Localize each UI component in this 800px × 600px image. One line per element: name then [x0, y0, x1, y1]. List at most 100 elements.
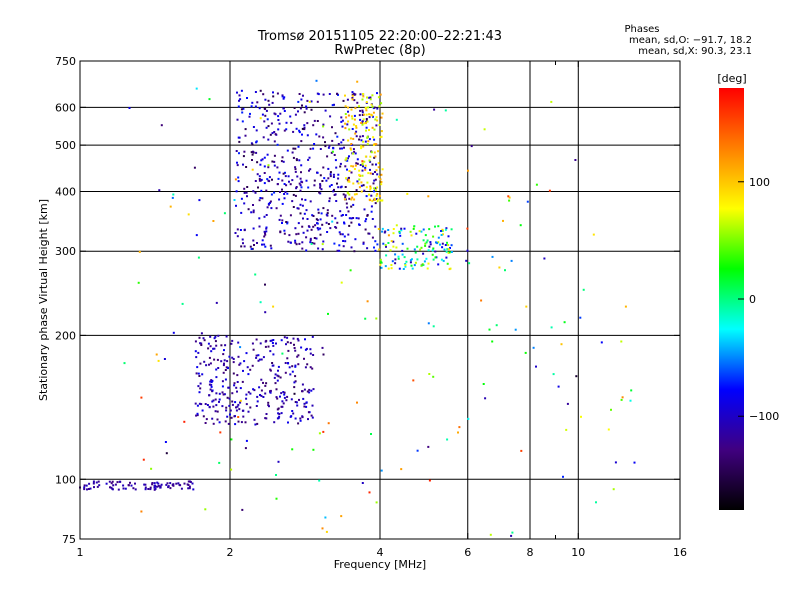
data-point [236, 405, 239, 408]
data-point [89, 487, 92, 490]
data-point [375, 198, 378, 200]
data-point [350, 217, 353, 220]
data-point [243, 245, 246, 248]
data-point [280, 392, 283, 395]
data-point [361, 120, 364, 123]
data-point [353, 250, 356, 253]
data-point [224, 420, 227, 423]
data-point [321, 346, 324, 349]
data-point [210, 379, 213, 382]
data-point [447, 244, 450, 246]
data-point [621, 396, 624, 399]
data-point [247, 208, 250, 211]
data-point [353, 150, 356, 153]
data-point [302, 397, 305, 400]
data-point [348, 176, 350, 179]
data-point [276, 379, 279, 382]
data-point [406, 192, 409, 195]
data-point [200, 344, 203, 346]
data-point [298, 398, 300, 401]
data-point [428, 479, 431, 482]
data-point [347, 233, 350, 236]
data-point [287, 362, 290, 365]
data-point [332, 176, 335, 178]
data-point [270, 207, 273, 210]
data-point [333, 154, 336, 156]
data-point [362, 241, 365, 244]
data-point [156, 481, 159, 484]
data-point [230, 416, 233, 419]
data-point [303, 357, 305, 360]
data-point [448, 268, 451, 271]
data-point [270, 247, 273, 250]
data-point [211, 417, 214, 420]
data-point [306, 134, 309, 137]
data-point [431, 253, 434, 256]
data-point [223, 349, 225, 352]
data-point [337, 186, 340, 189]
data-point [375, 116, 378, 119]
data-point [375, 143, 378, 146]
data-point [123, 362, 126, 365]
data-point [376, 107, 379, 110]
data-point [379, 178, 382, 181]
data-point [305, 179, 308, 182]
data-point [395, 224, 398, 227]
data-point [413, 225, 416, 228]
data-point [262, 396, 265, 398]
data-point [225, 406, 228, 409]
data-point [420, 230, 423, 233]
data-point [143, 483, 146, 486]
data-point [325, 179, 328, 182]
data-point [291, 410, 294, 412]
data-point [306, 390, 309, 393]
data-point [276, 397, 279, 400]
data-point [301, 198, 303, 201]
data-point [236, 390, 238, 393]
data-point [325, 530, 328, 533]
data-point [239, 401, 242, 404]
data-point [260, 159, 263, 162]
data-point [319, 218, 322, 221]
data-point [409, 259, 412, 262]
data-point [294, 417, 297, 420]
data-point [208, 405, 211, 408]
data-point [334, 217, 337, 220]
data-point [235, 386, 238, 389]
data-point [339, 210, 342, 213]
data-point [351, 97, 354, 99]
data-point [229, 409, 232, 412]
data-point [370, 113, 373, 116]
x-tick-label: 8 [527, 546, 534, 559]
data-point [363, 113, 366, 116]
data-point [250, 142, 253, 145]
data-point [284, 171, 286, 174]
data-point [282, 107, 285, 110]
data-point [291, 179, 294, 182]
data-point [327, 312, 329, 315]
data-point [466, 227, 469, 230]
data-point [167, 486, 170, 489]
data-point [299, 203, 302, 206]
data-point [258, 107, 261, 110]
data-point [289, 183, 292, 186]
data-point [332, 173, 335, 176]
data-point [195, 414, 198, 417]
data-point [344, 240, 347, 243]
data-point [199, 382, 202, 385]
data-point [202, 337, 205, 340]
data-point [422, 239, 425, 242]
data-point [262, 381, 264, 384]
data-point [240, 108, 243, 111]
data-point [422, 228, 425, 231]
data-point [227, 422, 230, 425]
data-point [208, 383, 211, 386]
data-point [195, 356, 198, 359]
data-point [263, 172, 266, 174]
data-point [369, 96, 372, 99]
data-point [227, 367, 229, 370]
data-point [322, 353, 325, 356]
data-point [306, 122, 309, 125]
colorbar-tick-label: −100 [749, 410, 779, 423]
